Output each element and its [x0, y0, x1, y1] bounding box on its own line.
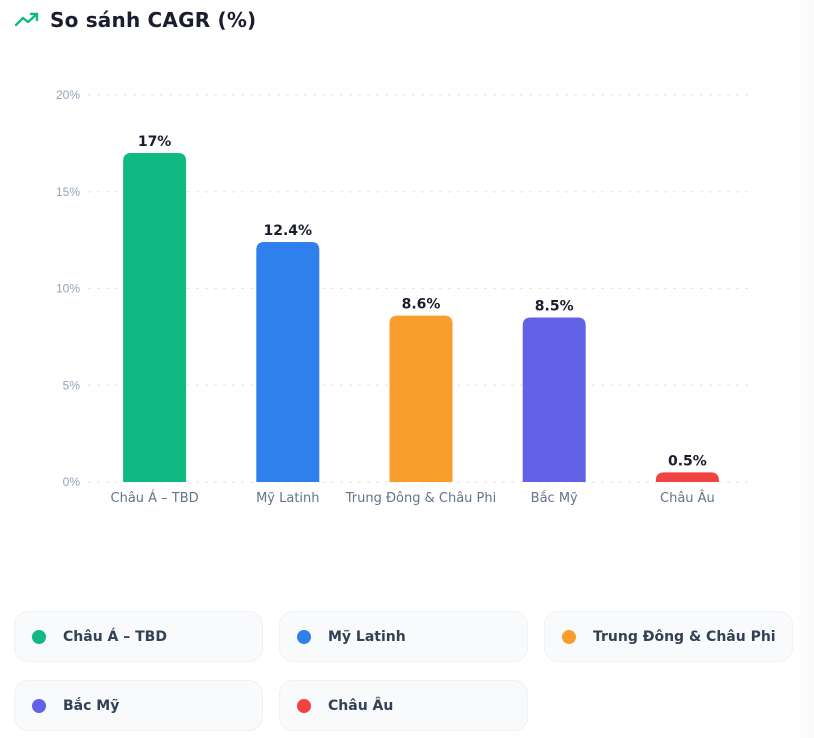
data-label: 17% — [138, 134, 172, 150]
x-tick-label: Bắc Mỹ — [531, 491, 578, 506]
bar-chart: 0% 5% 10% 15% 20% 17% 12.4% 8.6% 8.5% 0.5% Châu … — [56, 88, 754, 506]
bar[interactable] — [256, 242, 320, 482]
bar[interactable] — [389, 315, 453, 482]
legend-item-trung-dong-chau-phi[interactable]: Trung Đông & Châu Phi — [544, 611, 793, 662]
y-tick-label: 5% — [63, 378, 81, 392]
x-tick-label: Mỹ Latinh — [256, 491, 319, 506]
legend-item-chau-au[interactable]: Châu Âu — [279, 680, 528, 731]
legend-dot — [562, 629, 576, 644]
data-label: 12.4% — [264, 223, 313, 239]
legend-item-bac-my[interactable]: Bắc Mỹ — [14, 680, 263, 731]
data-labels: 17% 12.4% 8.6% 8.5% 0.5% — [138, 134, 707, 469]
x-tick-label: Châu Âu — [660, 490, 715, 506]
data-label: 8.5% — [535, 299, 574, 315]
bars — [123, 153, 719, 483]
chart-header: So sánh CAGR (%) — [14, 8, 256, 32]
legend-dot — [32, 698, 46, 713]
y-tick-label: 15% — [56, 185, 80, 199]
legend-item-chau-a-tbd[interactable]: Châu Á – TBD — [14, 611, 263, 662]
bar[interactable] — [123, 153, 187, 483]
x-tick-label: Châu Á – TBD — [111, 490, 199, 506]
data-label: 0.5% — [668, 453, 707, 469]
panel-edge — [792, 0, 814, 738]
legend-dot — [297, 698, 311, 713]
legend-dot — [32, 629, 46, 644]
x-axis-ticks: Châu Á – TBD Mỹ Latinh Trung Đông & Châu P… — [111, 490, 715, 506]
bar[interactable] — [522, 317, 586, 482]
y-tick-label: 20% — [56, 88, 80, 102]
trending-up-icon — [14, 12, 39, 27]
bar[interactable] — [655, 472, 719, 482]
y-tick-label: 10% — [56, 282, 80, 296]
x-tick-label: Trung Đông & Châu Phi — [345, 491, 497, 506]
legend-label: Trung Đông & Châu Phi — [593, 628, 776, 645]
legend-label: Châu Âu — [328, 697, 394, 714]
chart-title: So sánh CAGR (%) — [50, 8, 257, 32]
legend-label: Châu Á – TBD — [63, 628, 167, 645]
legend-item-my-latinh[interactable]: Mỹ Latinh — [279, 611, 528, 662]
legend-label: Bắc Mỹ — [63, 697, 120, 714]
y-axis-ticks: 0% 5% 10% 15% 20% — [56, 88, 80, 489]
legend-dot — [297, 629, 311, 644]
y-tick-label: 0% — [63, 475, 81, 489]
data-label: 8.6% — [402, 297, 441, 313]
legend-label: Mỹ Latinh — [328, 628, 406, 645]
